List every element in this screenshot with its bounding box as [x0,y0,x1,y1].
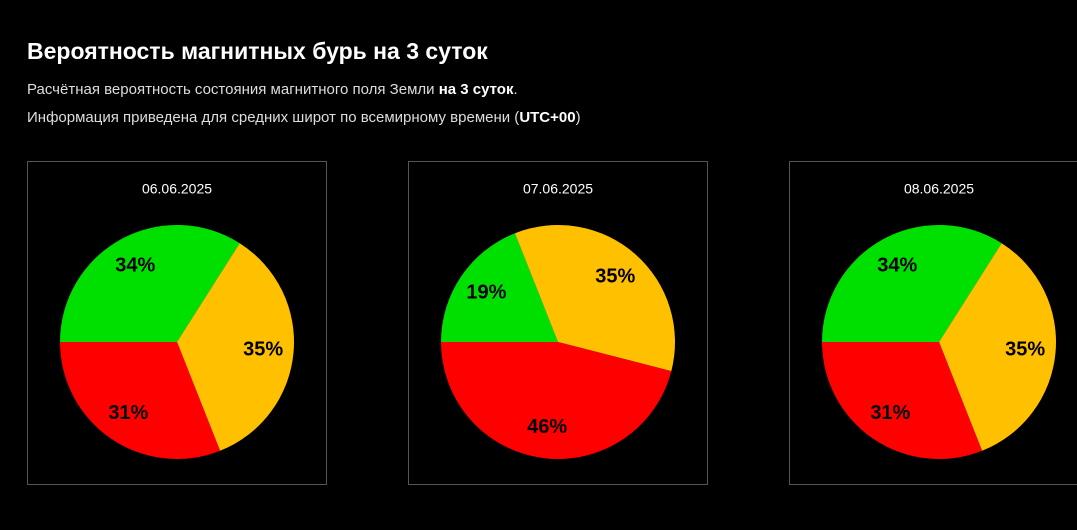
data-label: 46% [527,416,567,438]
text: ) [575,109,581,126]
chart: 08.06.2025 34% 35% 31% [822,181,1056,459]
description: Расчётная вероятность состояния магнитно… [27,81,518,98]
chart-card: 07.06.2025 19% 35% 46% [408,161,708,485]
text: Информация приведена для средних широт п… [27,109,520,126]
chart-title: 08.06.2025 [904,181,974,197]
pie-slice [60,225,240,342]
pie-slice [441,342,672,459]
pie-slice [441,233,558,342]
chart-card: 06.06.2025 34% 35% 31% [27,161,327,485]
pie-slice [939,243,1056,451]
pie-slice [822,225,1002,342]
description: Информация приведена для средних широт п… [27,109,581,126]
chart-title: 06.06.2025 [142,181,212,197]
text-bold: UTC+00 [519,109,576,126]
data-label: 34% [115,254,155,276]
text: Расчётная вероятность состояния магнитно… [27,81,439,98]
data-label: 35% [243,338,283,360]
pie-slice [177,243,295,451]
chart: 07.06.2025 19% 35% 46% [441,181,675,459]
pie-slice [822,342,983,459]
page-title: Вероятность магнитных бурь на 3 суток [27,38,488,64]
data-label: 34% [877,254,917,276]
chart: 06.06.2025 34% 35% 31% [60,181,295,459]
data-label: 31% [870,402,910,424]
data-label: 35% [1005,338,1045,360]
data-label: 35% [595,265,635,287]
pie-slice [514,225,675,372]
data-label: 19% [466,282,506,304]
chart-card: 08.06.2025 34% 35% 31% [789,161,1077,485]
text-bold: на 3 суток [438,81,514,98]
pie-slice [60,342,221,459]
chart-title: 07.06.2025 [523,181,593,197]
text: . [513,81,518,98]
data-label: 31% [108,402,148,424]
